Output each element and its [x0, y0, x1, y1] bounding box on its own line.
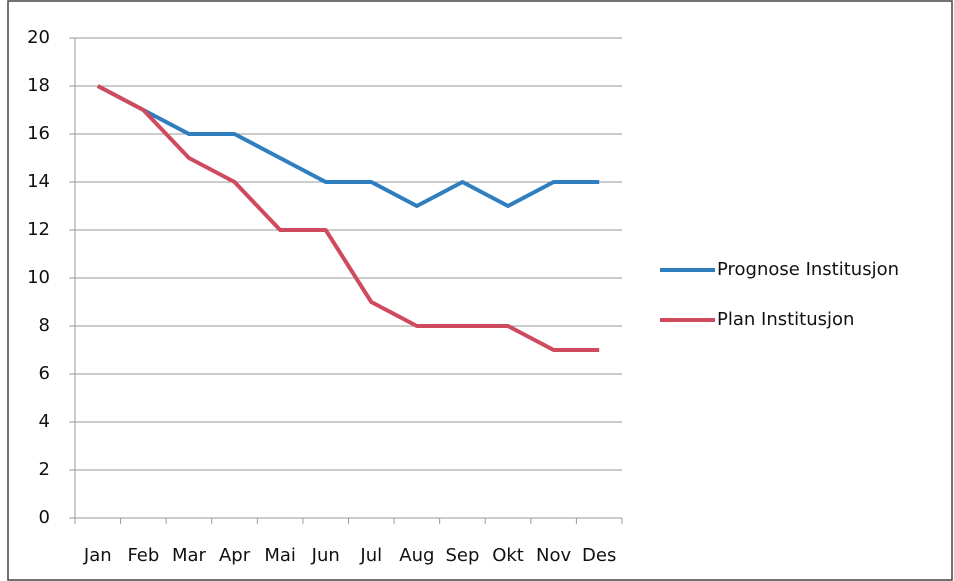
x-tick-label: Aug	[399, 545, 434, 566]
x-tick-label: Jan	[83, 545, 112, 566]
series-line	[96, 84, 600, 208]
x-tick-label: Jul	[359, 545, 382, 566]
legend-label: Prognose Institusjon	[717, 259, 899, 280]
y-tick-label: 10	[27, 267, 50, 288]
y-tick-label: 4	[39, 411, 50, 432]
y-tick-label: 0	[39, 507, 50, 528]
y-tick-label: 14	[27, 171, 50, 192]
x-tick-label: Mar	[172, 545, 207, 566]
y-tick-label: 8	[39, 315, 50, 336]
y-tick-label: 2	[39, 459, 50, 480]
x-tick-label: Mai	[264, 545, 296, 566]
x-tick-label: Jun	[311, 545, 340, 566]
x-tick-label: Apr	[219, 545, 251, 566]
y-tick-label: 6	[39, 363, 50, 384]
series-line	[96, 84, 600, 352]
x-tick-label: Nov	[536, 545, 571, 566]
legend-label: Plan Institusjon	[717, 309, 854, 330]
x-tick-label: Okt	[492, 545, 524, 566]
x-tick-label: Des	[582, 545, 616, 566]
y-tick-label: 18	[27, 75, 50, 96]
y-tick-label: 20	[27, 27, 50, 48]
chart-frame	[7, 0, 953, 581]
y-tick-label: 12	[27, 219, 50, 240]
y-tick-label: 16	[27, 123, 50, 144]
x-tick-label: Sep	[445, 545, 479, 566]
x-tick-label: Feb	[127, 545, 159, 566]
